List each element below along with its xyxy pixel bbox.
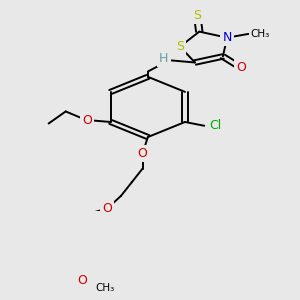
Text: S: S: [176, 40, 184, 53]
Text: O: O: [78, 274, 87, 286]
Text: H: H: [159, 52, 169, 65]
Text: CH₃: CH₃: [251, 29, 270, 39]
Text: S: S: [193, 9, 201, 22]
Text: N: N: [223, 31, 232, 44]
Text: CH₃: CH₃: [95, 283, 115, 293]
Text: O: O: [138, 147, 147, 160]
Text: O: O: [236, 61, 246, 74]
Text: O: O: [102, 202, 112, 215]
Text: O: O: [82, 114, 92, 127]
Text: Cl: Cl: [209, 119, 221, 132]
